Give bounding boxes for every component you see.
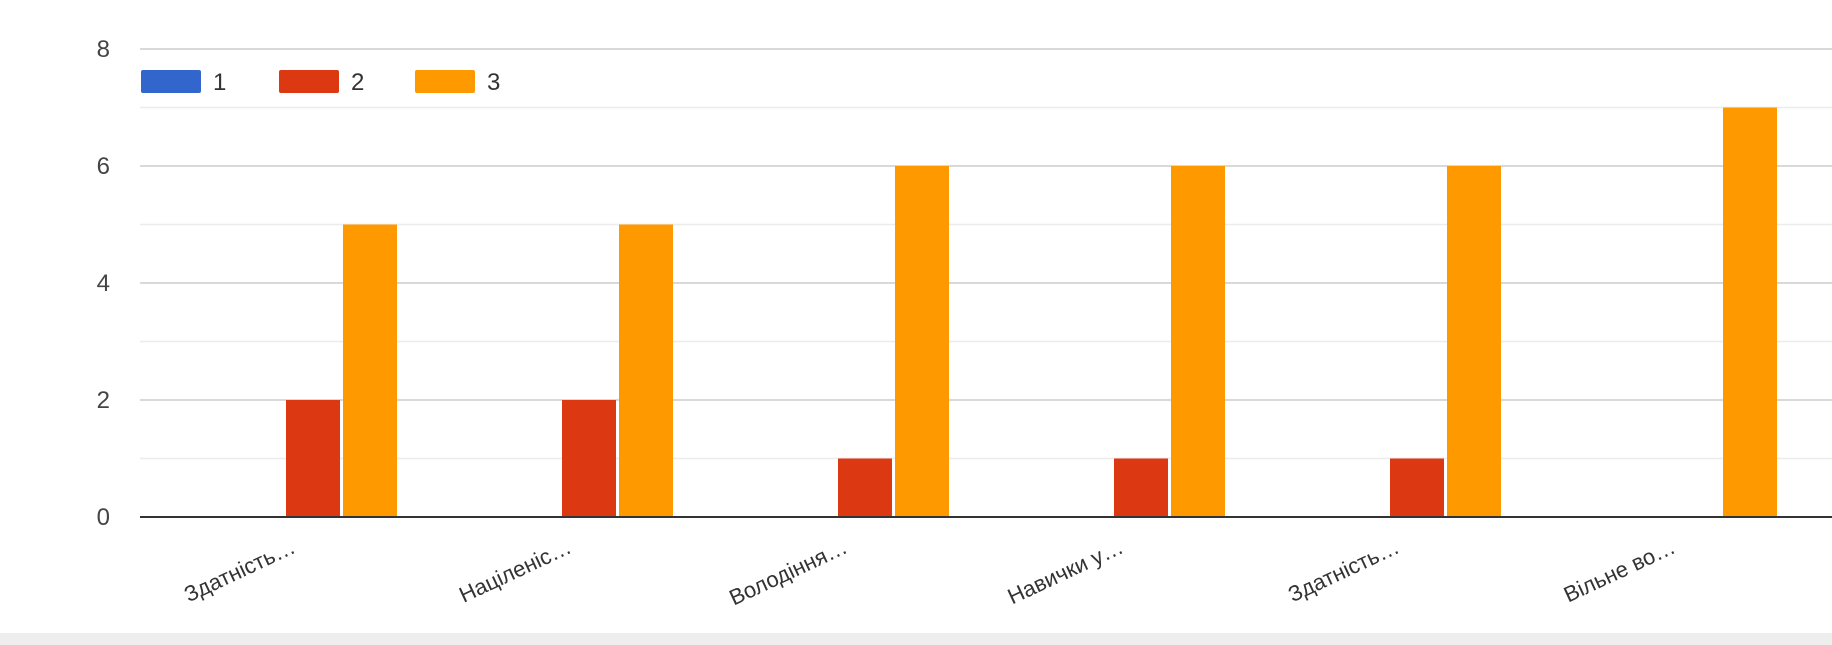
legend-label: 1 [213, 69, 226, 96]
x-category-label: Володіння… [725, 534, 851, 610]
bottom-divider [0, 633, 1832, 645]
bars [286, 108, 1777, 518]
x-category-label: Націленіс… [455, 534, 575, 608]
bar-series-2 [838, 459, 892, 518]
bar-series-2 [1390, 459, 1444, 518]
x-category-label: Вільне во… [1560, 534, 1679, 607]
x-axis-category-labels: Здатність… Націленіс… Володіння… Навички у…… [180, 534, 1832, 610]
legend-swatch [415, 70, 475, 93]
x-category-label: Здатність… [180, 534, 299, 607]
bar-series-3 [619, 225, 673, 518]
legend: 1 2 3 [141, 69, 500, 96]
x-category-label: Навички у… [1004, 534, 1127, 609]
bar-series-3 [343, 225, 397, 518]
legend-swatch [141, 70, 201, 93]
legend-label: 2 [351, 69, 364, 96]
y-tick-label: 0 [97, 504, 110, 531]
bar-series-3 [1447, 166, 1501, 517]
y-tick-label: 6 [97, 153, 110, 180]
bar-series-3 [1723, 108, 1777, 518]
legend-swatch [279, 70, 339, 93]
y-tick-label: 8 [97, 36, 110, 63]
y-tick-label: 4 [97, 270, 110, 297]
x-category-label: Здатність… [1284, 534, 1403, 607]
y-axis-tick-labels: 0 2 4 6 8 [97, 36, 110, 531]
bar-series-3 [895, 166, 949, 517]
legend-label: 3 [487, 69, 500, 96]
bar-series-2 [1114, 459, 1168, 518]
bar-series-2 [562, 400, 616, 517]
bar-series-2 [286, 400, 340, 517]
y-tick-label: 2 [97, 387, 110, 414]
bar-series-3 [1171, 166, 1225, 517]
